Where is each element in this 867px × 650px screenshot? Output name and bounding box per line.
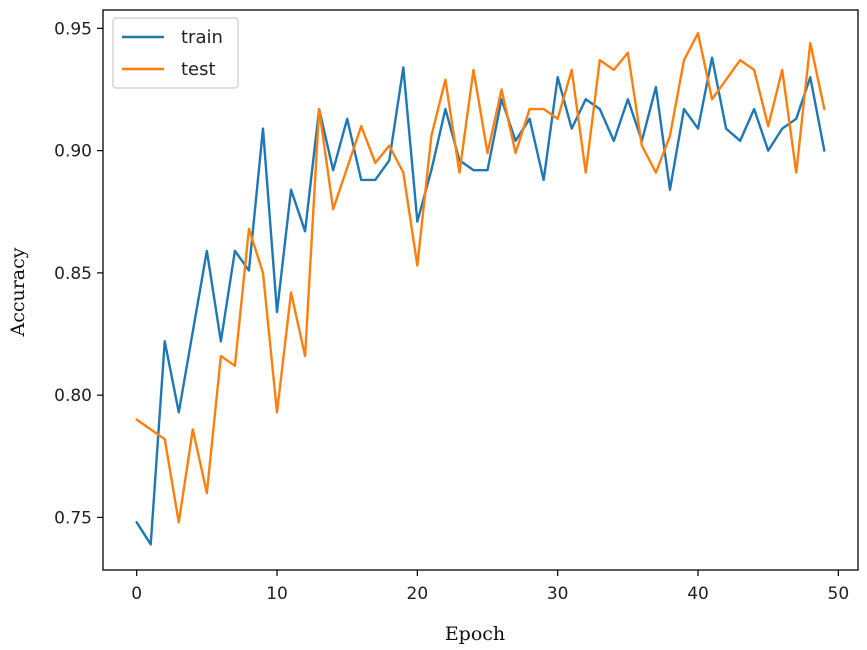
plot-frame <box>102 9 859 571</box>
x-tick-label: 20 <box>407 584 429 604</box>
legend-label-train: train <box>181 27 223 48</box>
y-tick-label: 0.85 <box>54 264 92 284</box>
x-tick-label: 30 <box>547 584 569 604</box>
series-line-train <box>135 56 826 546</box>
legend-label-test: test <box>181 59 216 80</box>
series-lines <box>135 32 826 546</box>
x-axis-ticks: 0 10 20 30 40 50 <box>131 570 849 604</box>
legend: train test <box>112 17 239 89</box>
y-tick-label: 0.95 <box>54 19 92 39</box>
y-axis-ticks: 0.75 0.80 0.85 0.90 0.95 <box>54 19 103 528</box>
series-line-test <box>135 32 826 524</box>
x-tick-label: 10 <box>266 584 288 604</box>
x-tick-label: 0 <box>131 584 142 604</box>
x-axis-title: Epoch <box>445 623 505 645</box>
y-axis-title: Accuracy <box>7 247 29 337</box>
x-tick-label: 40 <box>687 584 709 604</box>
y-tick-label: 0.80 <box>54 386 92 406</box>
y-tick-label: 0.75 <box>54 508 92 528</box>
legend-box <box>112 17 239 89</box>
y-tick-label: 0.90 <box>54 142 92 162</box>
x-tick-label: 50 <box>828 584 850 604</box>
